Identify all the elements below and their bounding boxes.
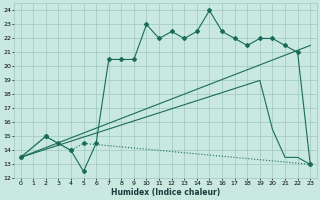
- X-axis label: Humidex (Indice chaleur): Humidex (Indice chaleur): [111, 188, 220, 197]
